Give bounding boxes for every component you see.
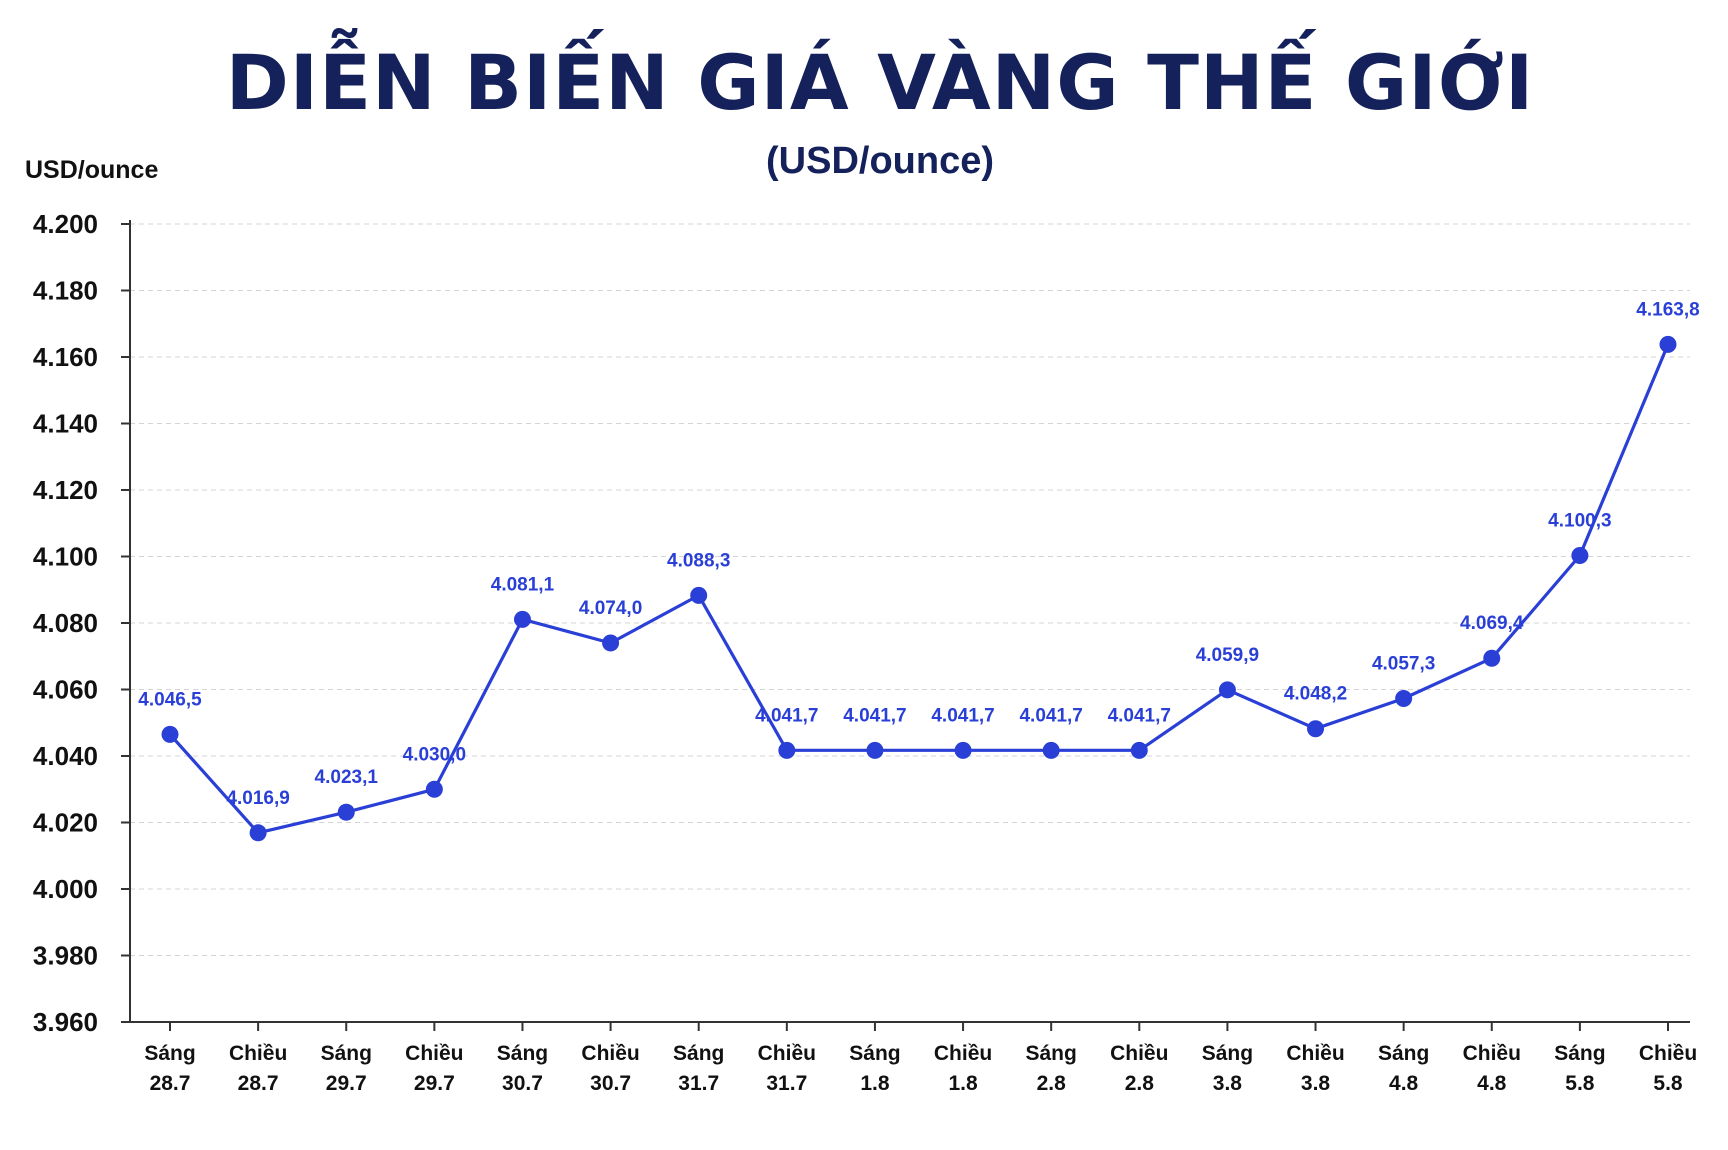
data-label: 4.041,7 [755,705,818,726]
x-tick-label-date: 5.8 [1653,1072,1683,1095]
x-tick-label-date: 4.8 [1389,1072,1419,1095]
y-tick-label: 4.080 [33,608,98,638]
x-tick-label-date: 3.8 [1213,1072,1243,1095]
y-tick-label: 4.000 [33,874,98,904]
x-tick-label-date: 29.7 [414,1072,455,1095]
data-label: 4.041,7 [1019,705,1082,726]
x-tick-label-date: 1.8 [948,1072,978,1095]
y-tick-label: 4.040 [33,741,98,771]
y-tick-label: 3.980 [33,941,98,971]
x-tick-label-session: Chiều [758,1042,816,1065]
x-tick-label-date: 28.7 [238,1072,279,1095]
data-point [513,610,531,628]
data-label: 4.046,5 [138,689,202,710]
data-point [602,634,620,652]
y-tick-label: 4.140 [33,409,98,439]
y-tick-label: 4.100 [33,542,98,572]
data-label: 4.016,9 [226,788,289,809]
data-label: 4.069,4 [1460,613,1524,634]
x-tick-label-session: Sáng [849,1042,900,1065]
y-tick-label: 4.060 [33,675,98,705]
x-tick-label-session: Chiều [1639,1042,1697,1065]
data-label: 4.041,7 [931,705,994,726]
data-label: 4.163,8 [1636,299,1699,320]
data-label: 4.081,1 [491,574,555,595]
data-point [954,741,972,759]
data-label: 4.088,3 [667,550,730,571]
data-label: 4.041,7 [1108,705,1171,726]
chart-title: DIỄN BIẾN GIÁ VÀNG THẾ GIỚI [225,38,1535,127]
x-tick-label-date: 31.7 [766,1072,807,1095]
data-label: 4.041,7 [843,705,906,726]
x-tick-label-session: Chiều [581,1042,639,1065]
x-tick-label-session: Sáng [497,1042,548,1065]
data-point [1307,720,1325,738]
x-tick-label-session: Chiều [229,1042,287,1065]
data-point [249,824,267,842]
x-tick-label-session: Chiều [934,1042,992,1065]
x-tick-label-session: Sáng [1554,1042,1605,1065]
y-tick-label: 4.160 [33,342,98,372]
data-point [1571,547,1589,565]
x-tick-label-session: Chiều [1463,1042,1521,1065]
data-point [1218,681,1236,699]
x-tick-label-date: 2.8 [1037,1072,1067,1095]
data-point [1395,689,1413,707]
y-tick-label: 4.120 [33,475,98,505]
data-label: 4.030,0 [403,744,466,765]
x-tick-label-session: Sáng [321,1042,372,1065]
data-label: 4.100,3 [1548,511,1611,532]
y-tick-label: 4.200 [33,209,98,239]
y-axis-unit-label: USD/ounce [25,156,159,184]
data-point [1659,335,1677,353]
data-label: 4.074,0 [579,598,642,619]
x-tick-label-date: 3.8 [1301,1072,1331,1095]
chart-subtitle: (USD/ounce) [766,140,994,182]
data-point [161,725,179,743]
data-point [778,741,796,759]
x-tick-label-date: 28.7 [150,1072,191,1095]
x-tick-label-session: Chiều [1286,1042,1344,1065]
data-point [866,741,884,759]
x-tick-label-date: 29.7 [326,1072,367,1095]
x-tick-label-session: Sáng [1378,1042,1429,1065]
data-label: 4.023,1 [315,767,379,788]
x-tick-label-date: 31.7 [678,1072,719,1095]
x-tick-label-session: Chiều [405,1042,463,1065]
y-tick-label: 4.180 [33,276,98,306]
x-tick-label-session: Sáng [1202,1042,1253,1065]
data-label: 4.057,3 [1372,653,1435,674]
data-point [1483,649,1501,667]
x-tick-label-date: 1.8 [860,1072,890,1095]
x-tick-label-session: Sáng [673,1042,724,1065]
x-tick-label-session: Sáng [1026,1042,1077,1065]
data-label: 4.048,2 [1284,684,1347,705]
x-tick-label-date: 5.8 [1565,1072,1595,1095]
data-point [690,586,708,604]
data-point [425,780,443,798]
x-tick-label-session: Sáng [144,1042,195,1065]
x-tick-label-date: 4.8 [1477,1072,1507,1095]
y-tick-label: 3.960 [33,1007,98,1037]
x-tick-label-date: 2.8 [1125,1072,1155,1095]
data-label: 4.059,9 [1196,645,1259,666]
data-point [337,803,355,821]
price-series-line [168,343,1670,835]
x-tick-label-date: 30.7 [502,1072,543,1095]
x-tick-label-session: Chiều [1110,1042,1168,1065]
data-point [1130,741,1148,759]
y-tick-label: 4.020 [33,808,98,838]
data-point [1042,741,1060,759]
x-tick-label-date: 30.7 [590,1072,631,1095]
